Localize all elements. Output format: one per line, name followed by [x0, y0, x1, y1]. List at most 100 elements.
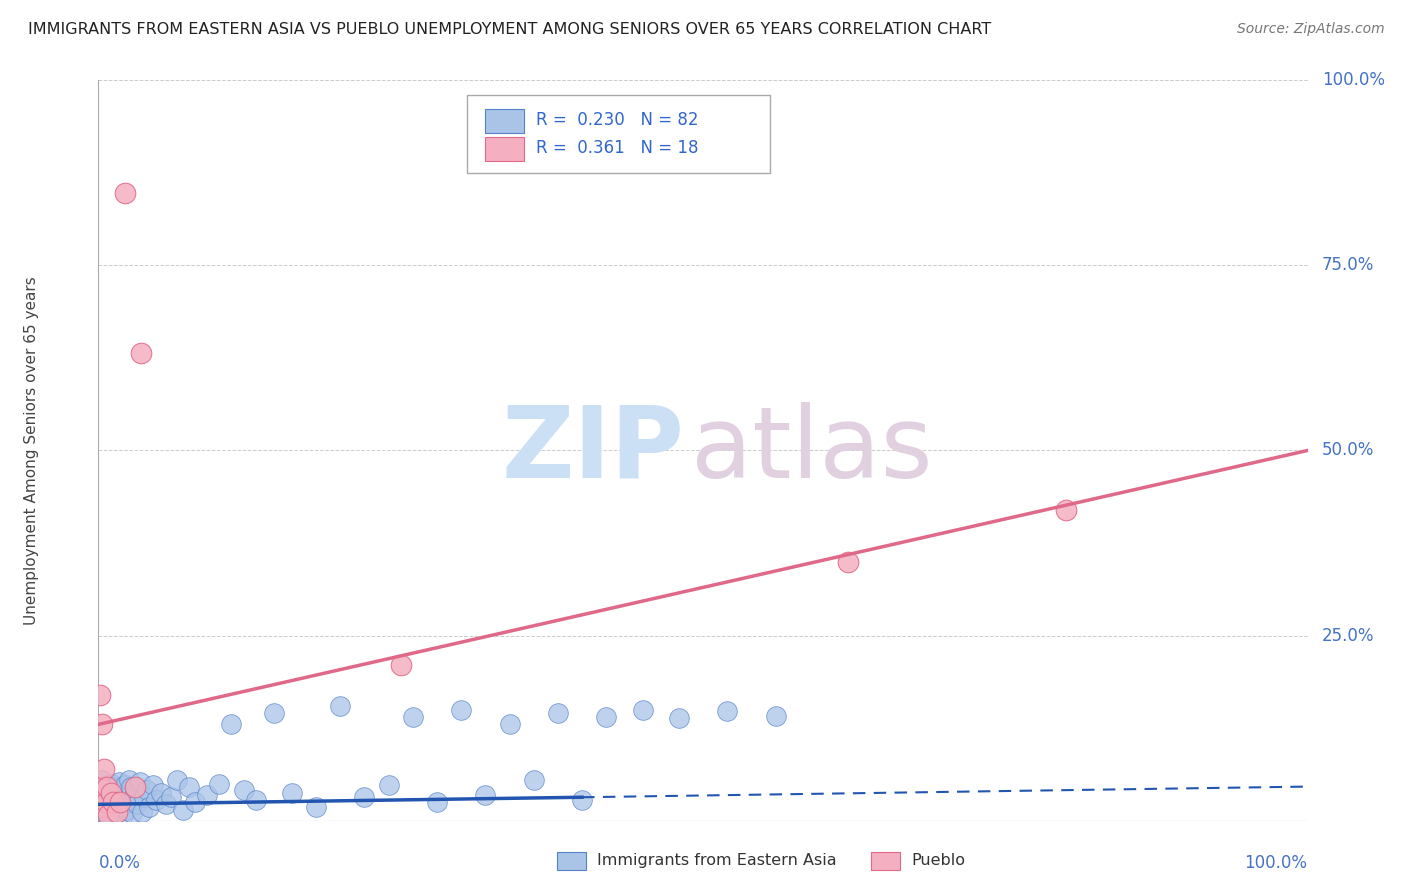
Point	[128, 775, 150, 789]
Point	[90, 780, 112, 795]
Text: 100.0%: 100.0%	[1244, 854, 1308, 872]
Point	[105, 797, 128, 812]
Point	[281, 785, 304, 799]
Point	[426, 795, 449, 809]
Point	[112, 789, 135, 804]
Point	[91, 800, 114, 814]
Point	[716, 704, 738, 718]
Point	[91, 798, 114, 813]
Point	[98, 807, 121, 822]
Point	[96, 785, 118, 799]
Point	[110, 782, 132, 797]
Point	[94, 795, 117, 809]
Point	[114, 778, 136, 792]
Point	[547, 706, 569, 721]
Point	[329, 698, 352, 713]
FancyBboxPatch shape	[557, 853, 586, 871]
Point	[305, 800, 328, 814]
Point	[571, 793, 593, 807]
Text: 75.0%: 75.0%	[1322, 256, 1375, 275]
FancyBboxPatch shape	[485, 137, 524, 161]
Point	[160, 789, 183, 804]
Point	[114, 186, 136, 200]
Point	[134, 789, 156, 804]
Point	[837, 555, 859, 569]
Point	[100, 785, 122, 799]
Point	[389, 658, 412, 673]
Point	[195, 788, 218, 802]
Point	[100, 793, 122, 807]
Point	[107, 793, 129, 807]
Point	[96, 805, 118, 819]
Point	[118, 788, 141, 802]
Point	[101, 795, 124, 809]
Point	[89, 688, 111, 702]
Point	[523, 772, 546, 787]
Point	[103, 795, 125, 809]
Point	[402, 710, 425, 724]
Point	[179, 780, 201, 795]
Point	[124, 785, 146, 799]
Point	[96, 780, 118, 795]
Point	[97, 778, 120, 792]
Point	[377, 778, 399, 792]
Point	[184, 795, 207, 809]
Point	[94, 795, 117, 809]
Point	[105, 785, 128, 799]
Point	[97, 797, 120, 812]
Point	[1054, 502, 1077, 516]
Point	[89, 791, 111, 805]
Point	[155, 797, 177, 812]
Text: atlas: atlas	[690, 402, 932, 499]
Point	[100, 800, 122, 814]
Point	[121, 806, 143, 821]
Text: Unemployment Among Seniors over 65 years: Unemployment Among Seniors over 65 years	[24, 277, 39, 624]
Point	[91, 806, 114, 821]
Text: Immigrants from Eastern Asia: Immigrants from Eastern Asia	[596, 853, 837, 868]
Point	[127, 797, 149, 812]
Point	[94, 807, 117, 822]
Point	[93, 803, 115, 817]
Point	[208, 776, 231, 791]
Point	[111, 807, 134, 822]
Point	[595, 710, 617, 724]
Text: 0.0%: 0.0%	[98, 854, 141, 872]
Text: R =  0.230   N = 82: R = 0.230 N = 82	[536, 111, 699, 128]
Text: 100.0%: 100.0%	[1322, 71, 1385, 89]
Point	[100, 776, 122, 791]
Text: ZIP: ZIP	[502, 402, 685, 499]
Point	[108, 800, 131, 814]
Point	[115, 803, 138, 817]
Point	[91, 717, 114, 731]
Point	[232, 782, 254, 797]
Point	[101, 803, 124, 817]
Point	[120, 780, 142, 795]
Point	[498, 717, 520, 731]
Point	[450, 703, 472, 717]
Text: 50.0%: 50.0%	[1322, 442, 1375, 459]
FancyBboxPatch shape	[485, 109, 524, 133]
Point	[117, 795, 139, 809]
Text: IMMIGRANTS FROM EASTERN ASIA VS PUEBLO UNEMPLOYMENT AMONG SENIORS OVER 65 YEARS : IMMIGRANTS FROM EASTERN ASIA VS PUEBLO U…	[28, 22, 991, 37]
Point	[108, 775, 131, 789]
Point	[142, 778, 165, 792]
Point	[245, 793, 267, 807]
Text: Pueblo: Pueblo	[911, 853, 965, 868]
Point	[90, 784, 112, 798]
Point	[263, 706, 285, 721]
FancyBboxPatch shape	[872, 853, 900, 871]
Point	[172, 803, 194, 817]
Point	[93, 780, 115, 795]
Point	[474, 788, 496, 802]
Point	[122, 793, 145, 807]
Point	[668, 711, 690, 725]
Text: R =  0.361   N = 18: R = 0.361 N = 18	[536, 138, 699, 157]
Point	[93, 762, 115, 776]
Text: Source: ZipAtlas.com: Source: ZipAtlas.com	[1237, 22, 1385, 37]
Point	[118, 772, 141, 787]
Point	[166, 772, 188, 787]
Point	[103, 780, 125, 795]
Point	[129, 345, 152, 359]
Point	[221, 717, 243, 731]
FancyBboxPatch shape	[467, 95, 769, 173]
